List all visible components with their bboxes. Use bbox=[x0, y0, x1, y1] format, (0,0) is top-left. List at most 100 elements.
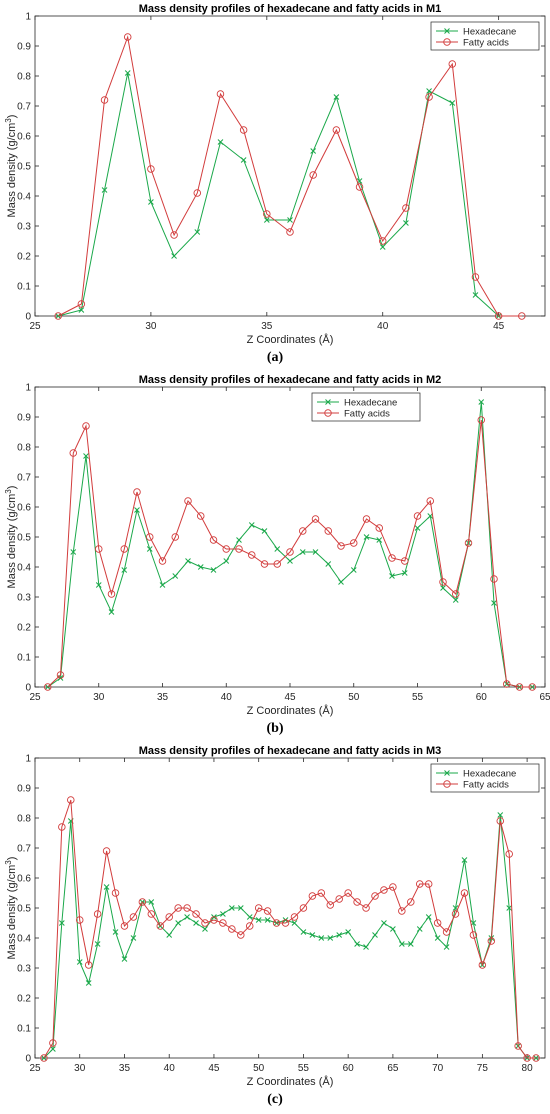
data-point bbox=[291, 920, 298, 926]
x-tick-label: 35 bbox=[157, 692, 169, 703]
data-point bbox=[362, 515, 371, 523]
data-point bbox=[120, 922, 129, 930]
data-point bbox=[424, 880, 433, 888]
data-point bbox=[67, 796, 75, 804]
data-point bbox=[237, 905, 244, 911]
plot-area bbox=[34, 757, 546, 1059]
data-point bbox=[58, 920, 65, 926]
x-tick-label: 50 bbox=[348, 692, 360, 703]
series-line bbox=[57, 35, 522, 317]
data-point bbox=[255, 917, 262, 923]
data-point bbox=[372, 932, 378, 938]
y-tick-label: 0.8 bbox=[17, 814, 31, 825]
data-point bbox=[235, 545, 243, 553]
y-axis-label: Mass density (g/cm3) bbox=[4, 857, 18, 960]
y-tick-label: 0.2 bbox=[17, 623, 31, 634]
data-point bbox=[460, 889, 469, 897]
legend-marker bbox=[443, 780, 451, 788]
data-point bbox=[185, 558, 191, 564]
legend-label: Hexadecane bbox=[463, 27, 516, 38]
x-tick-label: 55 bbox=[298, 1063, 310, 1074]
x-tick-label: 60 bbox=[343, 1063, 355, 1074]
data-point bbox=[390, 926, 396, 932]
data-point bbox=[197, 564, 204, 570]
data-point bbox=[58, 823, 66, 831]
y-tick-label: 0.8 bbox=[17, 443, 31, 454]
x-tick-label: 30 bbox=[145, 321, 157, 332]
data-point bbox=[287, 558, 293, 564]
data-point bbox=[461, 857, 468, 863]
data-point bbox=[248, 522, 255, 528]
data-point bbox=[281, 919, 290, 927]
data-point bbox=[75, 916, 84, 924]
data-point bbox=[389, 883, 397, 891]
data-point bbox=[496, 817, 505, 825]
data-point bbox=[389, 573, 395, 579]
data-point bbox=[69, 449, 77, 457]
x-axis-label: Z Coordinates (Å) bbox=[247, 704, 334, 717]
data-point bbox=[210, 916, 218, 924]
legend-label: Fatty acids bbox=[463, 38, 509, 49]
legend-marker bbox=[325, 399, 331, 405]
data-point bbox=[402, 204, 410, 212]
data-point bbox=[260, 560, 269, 568]
chart-title: Mass density profiles of hexadecane and … bbox=[139, 374, 442, 386]
data-point bbox=[286, 548, 294, 556]
data-point bbox=[379, 244, 386, 250]
y-axis-label: Mass density (g/cm3) bbox=[4, 486, 18, 589]
data-point bbox=[344, 889, 352, 897]
data-point bbox=[216, 90, 225, 98]
data-point bbox=[196, 512, 205, 520]
data-point bbox=[376, 537, 383, 543]
data-point bbox=[287, 217, 293, 223]
y-tick-label: 0.2 bbox=[17, 252, 31, 263]
y-tick-label: 0.7 bbox=[17, 473, 31, 484]
data-point bbox=[532, 1054, 540, 1062]
data-point bbox=[165, 913, 173, 921]
y-tick-label: 0.9 bbox=[17, 784, 31, 795]
legend-label: Fatty acids bbox=[463, 780, 509, 791]
x-tick-label: 55 bbox=[412, 692, 424, 703]
data-point bbox=[443, 944, 450, 950]
data-point bbox=[333, 94, 340, 100]
data-point bbox=[171, 253, 177, 259]
data-point bbox=[261, 528, 268, 534]
data-point bbox=[209, 536, 218, 544]
data-point bbox=[102, 847, 111, 855]
x-tick-label: 75 bbox=[477, 1063, 489, 1074]
y-tick-label: 0.4 bbox=[17, 192, 31, 203]
data-point bbox=[54, 312, 62, 320]
y-tick-label: 0.5 bbox=[17, 904, 31, 915]
data-point bbox=[401, 570, 408, 576]
y-tick-label: 0.6 bbox=[17, 132, 31, 143]
data-point bbox=[184, 497, 192, 505]
data-point bbox=[202, 926, 208, 932]
legend-box bbox=[311, 392, 421, 422]
x-tick-label: 60 bbox=[476, 692, 488, 703]
data-point bbox=[40, 1054, 48, 1062]
data-point bbox=[101, 187, 108, 193]
chart-panel-b: Mass density profiles of hexadecane and … bbox=[0, 371, 550, 742]
data-point bbox=[345, 929, 352, 935]
y-tick-label: 1 bbox=[25, 383, 31, 394]
data-point bbox=[147, 910, 156, 918]
y-tick-label: 0.4 bbox=[17, 934, 31, 945]
data-point bbox=[433, 919, 442, 927]
data-point bbox=[237, 931, 245, 939]
x-axis-label: Z Coordinates (Å) bbox=[247, 1075, 334, 1088]
y-tick-label: 0.9 bbox=[17, 413, 31, 424]
legend-label: Hexadecane bbox=[463, 769, 516, 780]
y-tick-label: 0.5 bbox=[17, 533, 31, 544]
data-point bbox=[523, 1054, 531, 1062]
data-point bbox=[49, 1039, 57, 1047]
y-tick-label: 0.3 bbox=[17, 964, 31, 975]
y-tick-label: 0.2 bbox=[17, 994, 31, 1005]
data-point bbox=[381, 920, 387, 926]
data-point bbox=[355, 183, 364, 191]
data-point bbox=[263, 907, 272, 915]
data-point bbox=[70, 549, 77, 555]
data-point bbox=[497, 812, 504, 818]
data-point bbox=[506, 905, 513, 911]
data-point bbox=[335, 895, 343, 903]
data-point bbox=[350, 539, 358, 547]
